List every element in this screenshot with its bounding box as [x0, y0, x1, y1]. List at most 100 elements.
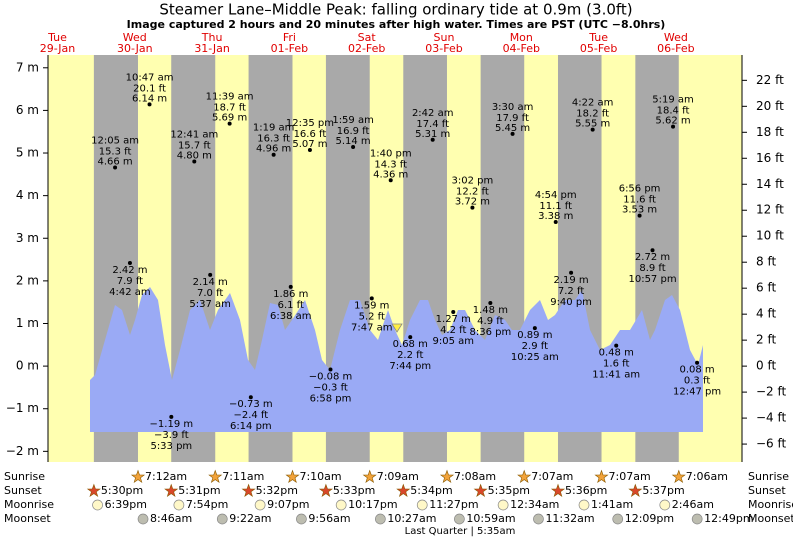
day-name: Wed	[123, 31, 147, 44]
sunrise-time: 7:12am	[145, 470, 187, 483]
tide-label: 16.3 ft	[257, 134, 290, 145]
moonset-time: 11:32am	[545, 512, 594, 525]
tide-label: 5.45 m	[495, 123, 530, 134]
tide-label: 4.2 ft	[440, 325, 466, 336]
moonset-icon	[612, 513, 624, 525]
tide-label: 18.4 ft	[657, 106, 690, 117]
sunset-icon	[164, 483, 179, 498]
tide-label: 1:40 pm	[370, 148, 412, 159]
tide-label: 2.2 ft	[397, 350, 423, 361]
moonset-time: 10:27am	[387, 512, 436, 525]
tide-label: 4:22 am	[572, 98, 614, 109]
moonrise-time: 12:34am	[510, 498, 559, 511]
tide-label: 4.36 m	[373, 169, 408, 180]
tide-label: 0.89 m	[517, 330, 552, 341]
tide-label: 1.6 ft	[603, 359, 629, 370]
tide-label: 4.66 m	[97, 157, 132, 168]
tide-label: 5.2 ft	[359, 311, 385, 322]
tide-label: 1:19 am	[253, 123, 295, 134]
moonset-time: 9:22am	[229, 512, 271, 525]
tide-label: 6:58 pm	[310, 394, 352, 405]
tide-point	[650, 248, 655, 253]
tide-label: −0.08 m	[309, 372, 353, 383]
tide-label: 1.27 m	[436, 314, 471, 325]
tide-label: 5.14 m	[335, 136, 370, 147]
sunrise-icon	[517, 469, 532, 484]
tide-label: 2.19 m	[553, 275, 588, 286]
sunrise-icon	[594, 469, 609, 484]
y2-tick-label: 20 ft	[756, 99, 784, 113]
water-area	[90, 287, 703, 432]
sunset-icon	[473, 483, 488, 498]
day-name: Tue	[588, 31, 608, 44]
tide-label: 2.72 m	[635, 252, 670, 263]
tide-point	[532, 326, 537, 331]
sunset-icon	[318, 483, 333, 498]
sunrise-icon	[285, 469, 300, 484]
tide-point	[569, 270, 574, 275]
moonrise-time: 9:07pm	[267, 498, 309, 511]
moonrise-icon	[254, 499, 266, 511]
tide-label: 6:14 pm	[230, 421, 272, 432]
sunrise-icon	[130, 469, 146, 484]
tide-label: 5.31 m	[415, 129, 450, 140]
row-label: Sunset	[4, 484, 42, 497]
moonrise-time: 6:39pm	[105, 498, 147, 511]
tide-label: 3.53 m	[622, 205, 657, 216]
day-name: Mon	[510, 31, 533, 44]
tide-label: 5.62 m	[655, 116, 690, 127]
tide-label: 15.7 ft	[178, 141, 211, 152]
tide-label: −1.19 m	[150, 419, 194, 430]
row-label: Sunrise	[748, 470, 789, 483]
tide-label: 5.55 m	[575, 119, 610, 130]
moonset-time: 10:59am	[466, 512, 515, 525]
tide-point	[351, 145, 356, 150]
tide-label: 20.1 ft	[133, 83, 166, 94]
tide-label: 12:41 am	[170, 130, 218, 141]
y2-tick-label: 18 ft	[756, 125, 784, 139]
tide-label: 18.2 ft	[576, 109, 609, 120]
tide-label: 8.9 ft	[639, 263, 665, 274]
sunset-time: 5:36pm	[565, 484, 607, 497]
tide-label: 12:35 pm	[286, 118, 334, 129]
tide-label: 12:47 pm	[673, 387, 721, 398]
tide-point	[510, 131, 515, 136]
moonset-time: 9:56am	[308, 512, 350, 525]
y2-tick-label: 12 ft	[756, 203, 784, 217]
y-tick-label: 3 m	[16, 231, 39, 245]
tide-label: 11.6 ft	[623, 195, 656, 206]
sunrise-icon	[671, 469, 686, 484]
tide-label: 1.86 m	[273, 289, 308, 300]
y2-tick-label: 6 ft	[756, 281, 776, 295]
moonrise-time: 7:54pm	[186, 498, 228, 511]
tide-label: 11:41 am	[592, 370, 640, 381]
tide-point	[488, 301, 493, 306]
moonrise-icon	[92, 499, 103, 511]
row-label: Moonset	[4, 512, 51, 525]
tide-label: 6:56 pm	[619, 184, 661, 195]
tide-point	[430, 137, 435, 142]
y-tick-label: 6 m	[16, 103, 39, 117]
day-date: 05-Feb	[580, 42, 617, 55]
y-tick-label: 0 m	[16, 359, 39, 373]
tide-label: −0.3 ft	[313, 383, 348, 394]
tide-point	[271, 152, 276, 157]
moonset-icon	[533, 513, 544, 525]
tide-label: 0.48 m	[599, 348, 634, 359]
day-name: Sat	[358, 31, 377, 44]
sunrise-time: 7:06am	[686, 470, 728, 483]
tide-label: 5:33 pm	[150, 441, 192, 452]
y2-tick-label: 14 ft	[756, 177, 784, 191]
day-date: 03-Feb	[425, 42, 462, 55]
sunset-time: 5:33pm	[333, 484, 375, 497]
tide-point	[451, 309, 456, 314]
day-name: Tue	[47, 31, 67, 44]
tide-point	[113, 165, 118, 170]
day-date: 06-Feb	[657, 42, 694, 55]
tide-point	[388, 178, 393, 183]
moonset-icon	[375, 513, 386, 525]
moonrise-icon	[659, 499, 671, 511]
sunrise-time: 7:07am	[531, 470, 573, 483]
y2-tick-label: 8 ft	[756, 255, 776, 269]
